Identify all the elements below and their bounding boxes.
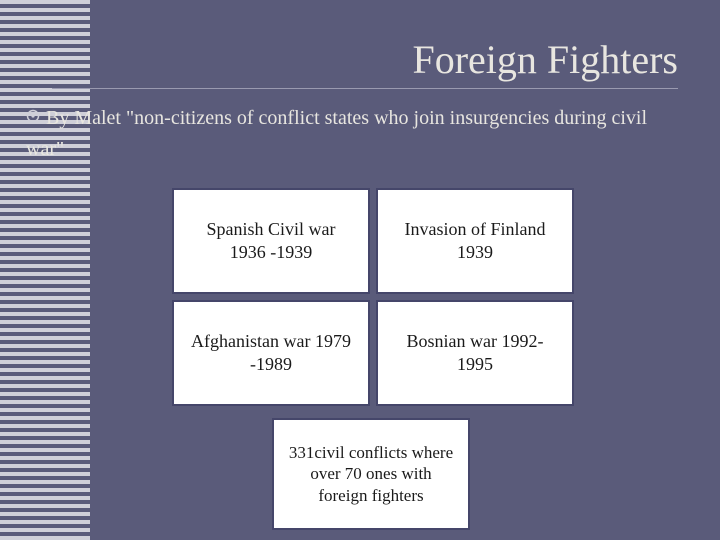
example-card: Afghanistan war 1979 -1989 xyxy=(172,300,370,406)
examples-grid: Spanish Civil war 1936 -1939 Invasion of… xyxy=(172,188,574,406)
bullet-icon xyxy=(26,102,40,116)
card-label: Invasion of Finland 1939 xyxy=(394,218,556,265)
summary-card: 331civil conflicts where over 70 ones wi… xyxy=(272,418,470,530)
definition-bullet: By Malet "non-citizens of conflict state… xyxy=(26,102,680,165)
example-card: Spanish Civil war 1936 -1939 xyxy=(172,188,370,294)
definition-text: By Malet "non-citizens of conflict state… xyxy=(26,107,647,160)
card-label: Afghanistan war 1979 -1989 xyxy=(190,330,352,377)
summary-text: 331civil conflicts where over 70 ones wi… xyxy=(284,442,458,506)
page-title: Foreign Fighters xyxy=(412,36,678,83)
example-card: Bosnian war 1992-1995 xyxy=(376,300,574,406)
card-label: Spanish Civil war 1936 -1939 xyxy=(190,218,352,265)
card-label: Bosnian war 1992-1995 xyxy=(394,330,556,377)
stripes-decoration xyxy=(0,0,90,540)
title-underline xyxy=(52,88,678,89)
example-card: Invasion of Finland 1939 xyxy=(376,188,574,294)
